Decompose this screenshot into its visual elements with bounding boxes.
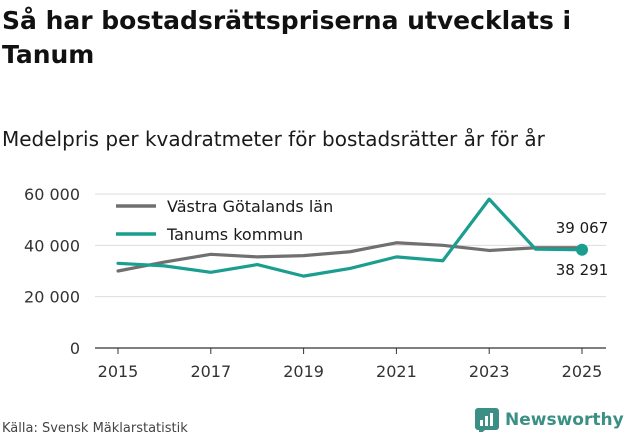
end-value-label: 38 291: [556, 261, 609, 279]
x-tick-label: 2021: [376, 362, 417, 381]
series-line-tanum: [116, 197, 584, 278]
source-note: Källa: Svensk Mäklarstatistik: [2, 421, 188, 436]
y-tick-label: 40 000: [24, 236, 80, 255]
end-value-label: 39 067: [556, 219, 609, 237]
y-tick-label: 60 000: [24, 185, 80, 204]
x-tick-label: 2015: [98, 362, 139, 381]
chart-subtitle: Medelpris per kvadratmeter för bostadsrä…: [2, 127, 545, 151]
legend-label: Västra Götalands län: [167, 197, 333, 216]
brand-name: Newsworthy: [505, 410, 624, 430]
y-axis-ticks: 0 20 000 40 000 60 000: [24, 185, 80, 358]
x-tick-label: 2019: [283, 362, 324, 381]
series-line-vastra-gotaland: [116, 241, 584, 273]
y-tick-label: 0: [70, 339, 80, 358]
series-lines: [116, 197, 588, 278]
legend: Västra Götalands län Tanums kommun: [116, 197, 333, 244]
end-labels: 39 067 38 291: [556, 219, 609, 279]
x-tick-label: 2025: [562, 362, 603, 381]
gridlines: [95, 193, 606, 349]
x-tick-label: 2017: [190, 362, 231, 381]
chart-title: Så har bostadsrättspriserna utvecklats i…: [2, 6, 572, 69]
y-tick-label: 20 000: [24, 288, 80, 307]
legend-label: Tanums kommun: [166, 225, 303, 244]
x-axis-ticks: 2015 2017 2019 2021 2023 2025: [98, 348, 603, 381]
x-tick-label: 2023: [469, 362, 510, 381]
brand-logo: Newsworthy: [475, 408, 624, 432]
newsworthy-logo-icon: [475, 408, 499, 432]
series-endpoint-marker: [576, 243, 588, 256]
